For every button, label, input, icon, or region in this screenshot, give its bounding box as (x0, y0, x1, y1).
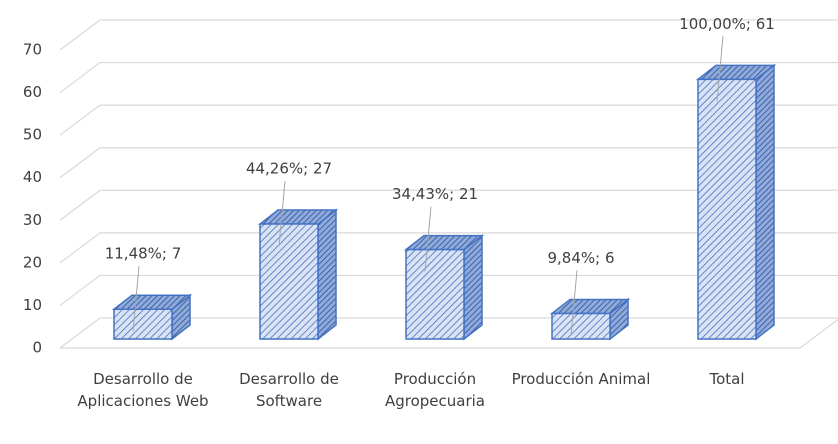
bar-side (317, 208, 337, 341)
grid-line (59, 189, 838, 221)
leader-line (278, 181, 286, 247)
y-tick-label: 10 (23, 296, 42, 314)
grid-line (59, 104, 838, 136)
y-tick-label: 20 (23, 253, 42, 271)
data-label: 9,84%; 6 (547, 249, 614, 267)
y-tick-label: 60 (23, 83, 42, 101)
y-tick-label: 50 (23, 126, 42, 144)
data-label: 100,00%; 61 (679, 15, 775, 33)
leader-line (716, 36, 724, 102)
bar-front (259, 223, 319, 340)
leader-line (132, 266, 140, 332)
bar (549, 297, 631, 341)
floor (60, 318, 838, 349)
y-tick-label: 0 (32, 339, 42, 357)
bar-front (113, 308, 173, 340)
data-label: 11,48%; 7 (105, 245, 182, 263)
grid-line (59, 274, 838, 306)
x-tick-label: Total (709, 370, 745, 388)
y-tick-label: 30 (23, 211, 42, 229)
data-label: 44,26%; 27 (246, 160, 332, 178)
bar (695, 63, 777, 341)
y-tick-label: 40 (23, 168, 42, 186)
leader-line (424, 206, 432, 272)
x-tick-label: Desarrollo de Aplicaciones Web (77, 370, 209, 410)
grid-line (59, 61, 838, 94)
bar-side (463, 234, 483, 341)
bar-front (697, 78, 757, 340)
bar-front (405, 248, 465, 340)
grid-line (59, 147, 838, 179)
bar-front (551, 312, 611, 340)
grid-line (59, 19, 838, 51)
bar (403, 234, 485, 341)
y-tick-label: 70 (23, 41, 42, 59)
leader-line (570, 270, 578, 336)
bar (257, 208, 339, 341)
bar-side (755, 63, 775, 341)
bar (111, 293, 193, 341)
x-tick-label: Desarrollo de Software (239, 370, 339, 410)
data-label: 34,43%; 21 (392, 185, 478, 203)
x-tick-label: Producción Animal (511, 370, 651, 388)
x-tick-label: Producción Agropecuaria (384, 370, 486, 410)
grid-line (59, 232, 838, 264)
